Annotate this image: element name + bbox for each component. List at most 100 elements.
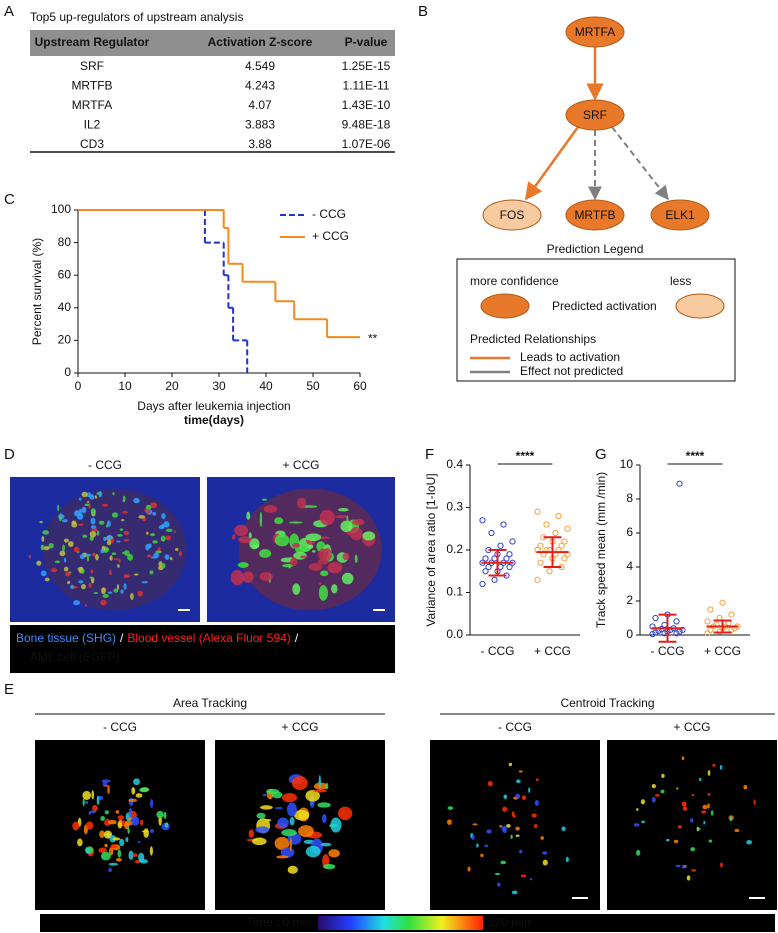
blob (164, 554, 170, 560)
blob (480, 853, 484, 858)
blob (274, 836, 290, 850)
blob (289, 837, 292, 852)
colorbar-label: Time : 0 min (246, 915, 312, 929)
blob (352, 518, 365, 526)
blob (163, 812, 167, 819)
blob (499, 824, 502, 828)
blob (641, 820, 646, 824)
blob (117, 849, 122, 858)
blob (328, 849, 340, 858)
data-point (728, 611, 735, 618)
blob (472, 823, 478, 826)
blob (84, 801, 89, 804)
blob (729, 815, 733, 822)
y-tick-label: 8 (626, 491, 633, 505)
table-header: Activation Z-score (208, 35, 313, 49)
blob (447, 819, 452, 825)
blob (237, 562, 249, 568)
blob (62, 544, 66, 552)
node (565, 199, 625, 231)
node (565, 16, 625, 48)
blob (87, 500, 90, 504)
blob (143, 828, 149, 838)
blob (175, 547, 179, 552)
blob (633, 823, 640, 827)
blob (712, 763, 716, 767)
blob (734, 828, 740, 833)
data-point (479, 580, 486, 588)
node (482, 199, 542, 231)
blob (340, 520, 353, 533)
blob (529, 877, 533, 881)
blob (54, 560, 61, 564)
table-cell: 3.883 (245, 118, 275, 132)
error-bar (706, 619, 739, 634)
condition-label: - CCG (103, 720, 137, 734)
diagram-edges (456, 47, 736, 382)
data-point (506, 563, 513, 571)
blob (542, 859, 548, 866)
x-tick-label: - CCG (651, 644, 685, 658)
blob (122, 511, 128, 514)
blob (124, 574, 131, 578)
data-point (564, 525, 571, 532)
blob (447, 806, 454, 810)
blob (520, 874, 527, 878)
blob (313, 782, 328, 790)
data-point (482, 568, 489, 575)
blob (636, 849, 641, 856)
legend-text: more confidence (470, 274, 559, 288)
blob (116, 584, 120, 591)
table-cell: 1.11E-11 (343, 79, 390, 93)
blob (673, 839, 679, 844)
table-header-bg (30, 30, 395, 56)
table-cell: 9.48E-18 (342, 118, 391, 132)
blob (59, 550, 66, 557)
blob (686, 875, 691, 881)
blob (115, 810, 120, 814)
blob (150, 502, 158, 509)
blob (108, 819, 117, 825)
blob (102, 781, 108, 787)
blob (313, 789, 328, 793)
node-label: MRTFB (574, 208, 615, 222)
blob (101, 587, 106, 595)
blob (61, 519, 68, 523)
image-content (447, 762, 569, 895)
blob (118, 558, 121, 563)
blob (518, 770, 523, 773)
blob (682, 806, 688, 811)
blob (119, 528, 124, 532)
stain-label: Blood vessel (Alexa Fluor 594) (127, 631, 290, 645)
blob (691, 793, 695, 797)
blob (123, 530, 130, 536)
blob (305, 533, 322, 542)
blob (28, 554, 32, 559)
blob (703, 820, 706, 825)
blob (249, 538, 260, 550)
tracking-image (430, 740, 600, 910)
blob (277, 817, 289, 829)
blob (117, 533, 123, 537)
blob (106, 520, 111, 527)
blob (521, 795, 527, 801)
blob (528, 787, 531, 793)
blob (103, 536, 107, 541)
blob (230, 569, 245, 586)
blob (710, 810, 714, 816)
blob (36, 560, 42, 566)
error-bar (536, 536, 569, 568)
legend-text: Predicted Relationships (470, 332, 596, 346)
blob (350, 526, 363, 541)
blob (282, 564, 294, 568)
stain-label: / (120, 631, 124, 645)
blob (139, 819, 144, 826)
blob (63, 538, 69, 543)
x-tick-label: 10 (118, 379, 132, 393)
blob (89, 494, 95, 500)
legend-bg (10, 625, 395, 673)
panel-letter: B (418, 3, 428, 20)
y-tick-label: 6 (626, 525, 633, 539)
